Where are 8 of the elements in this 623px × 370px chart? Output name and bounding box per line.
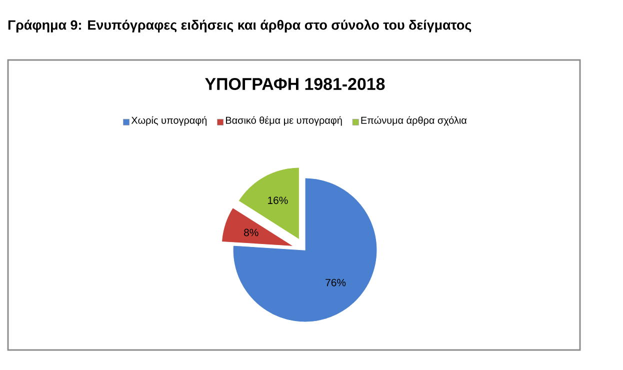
legend-label: Βασικό θέμα με υπογραφή bbox=[226, 116, 342, 126]
data-label: 16% bbox=[268, 196, 288, 204]
data-label: 76% bbox=[326, 278, 346, 286]
chart-subtitle: ΥΠΟΓΡΑΦΗ 1981-2018 bbox=[205, 78, 385, 90]
legend-label: Χωρίς υπογραφή bbox=[131, 116, 207, 126]
chart-title: Γράφημα 9: Ενυπόγραφες ειδήσεις και άρθρα στο σύνολο του δείγματος bbox=[8, 20, 472, 32]
legend-label: Επώνυμα άρθρα σχόλια bbox=[361, 116, 467, 126]
data-label: 8% bbox=[244, 228, 258, 236]
